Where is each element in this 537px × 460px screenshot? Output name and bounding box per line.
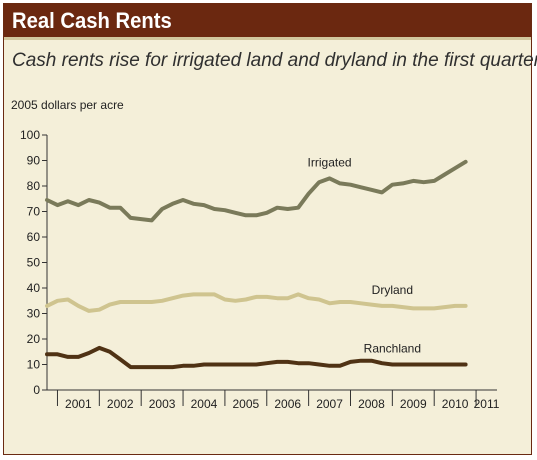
x-tick-label: 2003 <box>149 397 176 411</box>
chart-title: Real Cash Rents <box>12 8 172 33</box>
x-tick-label: 2008 <box>358 397 385 411</box>
series-line-irrigated <box>45 159 468 223</box>
x-tick-label: 2001 <box>65 397 92 411</box>
series-line-dryland <box>45 292 468 313</box>
y-tick-label: 30 <box>27 307 41 321</box>
series-label-ranchland: Ranchland <box>364 342 421 356</box>
series-label-dryland: Dryland <box>372 283 413 297</box>
y-tick-label: 40 <box>27 281 41 295</box>
series-line-ranchland <box>45 345 468 370</box>
y-axis-label: 2005 dollars per acre <box>11 98 124 112</box>
y-tick-label: 50 <box>27 256 41 270</box>
y-tick-label: 20 <box>27 332 41 346</box>
y-tick-label: 100 <box>20 128 40 142</box>
axes: 0 10 20 30 40 50 60 70 80 90 100 2001 2002 2003 2004 20… <box>20 128 500 411</box>
y-tick-label: 80 <box>27 179 41 193</box>
y-tick-label: 0 <box>33 383 40 397</box>
x-tick-label: 2007 <box>316 397 343 411</box>
x-tick-label: 2009 <box>400 397 427 411</box>
series-label-irrigated: Irrigated <box>308 155 352 169</box>
y-tick-label: 90 <box>27 154 41 168</box>
x-tick-label: 2005 <box>232 397 259 411</box>
x-tick-label: 2010 <box>442 397 469 411</box>
x-tick-label: 2004 <box>191 397 218 411</box>
title-bar: Real Cash Rents <box>4 4 531 40</box>
y-tick-label: 10 <box>27 358 41 372</box>
x-tick-label: 2011 <box>474 397 500 411</box>
chart-subtitle: Cash rents rise for irrigated land and d… <box>12 50 537 71</box>
x-tick-label: 2002 <box>107 397 134 411</box>
series-lines <box>45 159 468 370</box>
chart-panel: Real Cash Rents <box>3 3 532 455</box>
x-tick-label: 2006 <box>274 397 301 411</box>
y-tick-label: 70 <box>27 205 41 219</box>
y-tick-label: 60 <box>27 230 41 244</box>
series-labels: Irrigated Dryland Ranchland <box>308 155 421 355</box>
